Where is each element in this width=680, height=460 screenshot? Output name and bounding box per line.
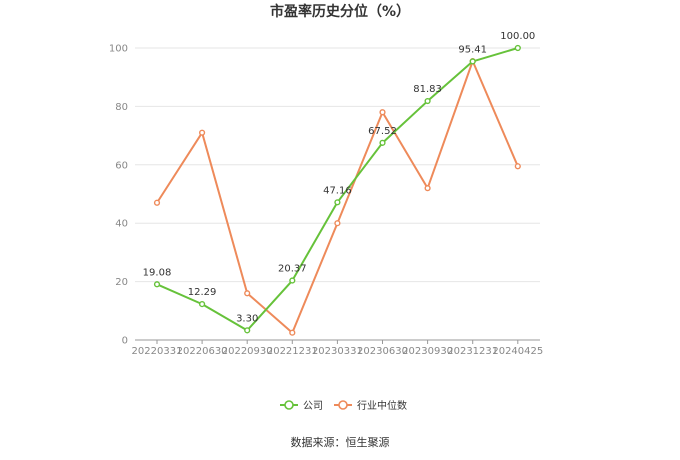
data-label: 100.00 <box>500 31 535 42</box>
data-point <box>424 97 431 105</box>
data-point <box>244 327 251 334</box>
legend[interactable]: 公司 行业中位数 <box>280 399 407 412</box>
data-point <box>514 163 521 170</box>
data-point <box>289 277 296 284</box>
y-tick-label: 100 <box>109 44 128 55</box>
x-tick-label: 20231231 <box>447 346 498 357</box>
x-tick-label: 20220630 <box>177 346 228 357</box>
data-point <box>244 290 251 297</box>
data-label: 47.16 <box>323 185 352 196</box>
data-point <box>514 44 521 52</box>
data-label: 20.37 <box>278 264 307 275</box>
y-tick-label: 60 <box>115 160 128 171</box>
data-labels: 19.08 12.29 3.30 20.37 47.16 67.52 81.83 95.41 1… <box>143 31 536 324</box>
x-tick-label: 20220930 <box>222 346 273 357</box>
data-point <box>379 109 386 116</box>
legend-swatch-marker <box>338 400 348 410</box>
y-tick-label: 40 <box>115 219 128 230</box>
x-tick-label: 20230930 <box>402 346 453 357</box>
legend-label: 行业中位数 <box>357 399 407 412</box>
series-lines <box>153 44 521 336</box>
data-point <box>153 281 161 288</box>
legend-label: 公司 <box>303 401 323 412</box>
x-tick-label: 20221231 <box>267 346 318 357</box>
y-tick-label: 0 <box>122 336 128 347</box>
data-point <box>334 220 341 227</box>
data-label: 81.83 <box>413 84 442 95</box>
data-point <box>199 301 206 308</box>
y-tick-label: 20 <box>115 277 128 288</box>
data-point <box>379 139 386 146</box>
data-label: 12.29 <box>188 287 217 298</box>
data-label: 67.52 <box>368 126 397 137</box>
legend-item-industry[interactable]: 行业中位数 <box>334 399 407 412</box>
data-point <box>424 185 431 192</box>
x-axis: 2022033120220630202209302022123120230331… <box>132 340 543 357</box>
chart-title: 市盈率历史分位（%） <box>270 3 410 20</box>
x-tick-label: 20230331 <box>312 346 363 357</box>
x-tick-label: 20240425 <box>492 346 543 357</box>
data-label: 95.41 <box>458 44 487 55</box>
data-label: 3.30 <box>236 313 258 324</box>
data-point <box>153 199 161 206</box>
legend-item-company[interactable]: 公司 <box>280 400 323 412</box>
data-point <box>334 199 341 206</box>
y-axis: 0 20 40 60 80 100 <box>109 44 128 347</box>
data-label: 19.08 <box>143 267 172 278</box>
data-point <box>469 58 476 65</box>
x-tick-label: 20220331 <box>132 346 183 357</box>
legend-swatch-marker <box>284 400 294 410</box>
data-point <box>199 129 206 136</box>
x-tick-label: 20230630 <box>357 346 408 357</box>
y-tick-label: 80 <box>115 102 128 113</box>
data-point <box>289 329 296 336</box>
source-note: 数据来源：恒生聚源 <box>291 435 390 449</box>
